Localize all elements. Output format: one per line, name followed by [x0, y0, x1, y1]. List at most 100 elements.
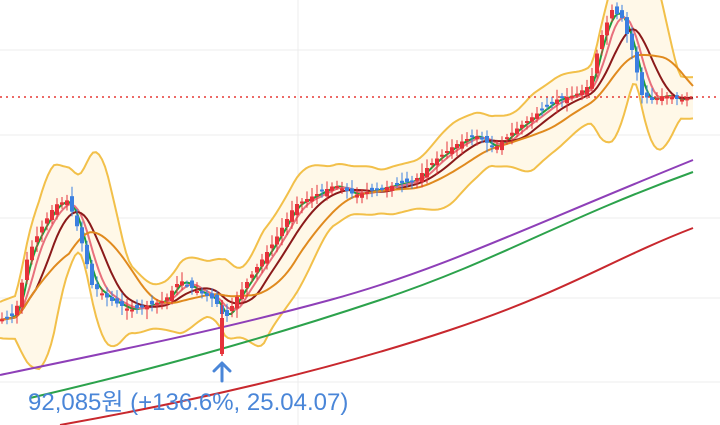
candle-body — [440, 154, 444, 157]
candle-body — [460, 141, 464, 149]
candle-body — [125, 308, 129, 311]
candle-body — [555, 99, 559, 104]
candle-body — [470, 135, 474, 138]
candle-body — [50, 210, 54, 221]
candle-body — [140, 305, 144, 308]
candle-body — [40, 226, 44, 233]
candle-body — [30, 246, 34, 261]
candle-body — [210, 293, 214, 299]
candle-body — [540, 108, 544, 111]
candle-body — [70, 196, 74, 212]
candle-body — [165, 297, 169, 301]
candle-body — [405, 178, 409, 182]
candle-body — [675, 95, 679, 99]
candle-body — [215, 294, 219, 304]
candle-body — [5, 316, 9, 319]
up-arrow-icon — [212, 361, 232, 383]
candle-body — [420, 173, 424, 182]
candle-body — [385, 187, 389, 191]
candle-body — [350, 188, 354, 194]
bollinger-lower-line — [0, 83, 694, 371]
ma120-line — [0, 159, 694, 376]
candle-body — [425, 168, 429, 178]
candle-body — [65, 200, 69, 206]
candle-body — [305, 199, 309, 203]
candle-body — [110, 297, 114, 301]
candle-body — [10, 313, 14, 316]
candle-body — [495, 146, 499, 150]
candle-body — [650, 97, 654, 100]
candle-body — [120, 301, 124, 306]
candle-body — [355, 194, 359, 198]
candle-body — [585, 87, 589, 95]
candle-body — [220, 318, 224, 354]
candle-body — [525, 121, 529, 123]
candle-body — [180, 281, 184, 286]
candle-body — [550, 101, 554, 104]
candle-body — [545, 104, 549, 107]
candle-body — [300, 201, 304, 204]
candle-body — [565, 97, 569, 104]
candle-body — [115, 298, 119, 304]
candle-body — [600, 35, 604, 50]
candle-body — [615, 6, 619, 14]
candle-body — [530, 117, 534, 122]
candle-body — [645, 92, 649, 98]
candle-body — [515, 128, 519, 134]
candle-body — [205, 293, 209, 296]
candle-body — [660, 96, 664, 101]
candle-body — [60, 202, 64, 205]
candle-body — [400, 180, 404, 184]
candle-body — [605, 22, 609, 36]
candle-body — [635, 51, 639, 73]
candle-body — [450, 147, 454, 154]
candle-body — [535, 113, 539, 119]
candle-body — [685, 98, 689, 101]
candle-body — [370, 187, 374, 191]
candle-body — [520, 124, 524, 129]
candle-body — [435, 158, 439, 166]
ma480-line — [59, 227, 694, 425]
candle-body — [185, 284, 189, 287]
low-point-label: 92,085원 (+136.6%, 25.04.07) — [28, 389, 348, 416]
candle-body — [500, 141, 504, 151]
candle-body — [175, 284, 179, 288]
candle-body — [490, 145, 494, 148]
candle-body — [145, 305, 149, 310]
candle-body — [630, 33, 634, 50]
candle-body — [340, 188, 344, 191]
candle-body — [225, 310, 229, 316]
candle-body — [610, 10, 614, 19]
candle-body — [195, 291, 199, 293]
candle-body — [270, 244, 274, 249]
candle-body — [295, 204, 299, 216]
candle-body — [80, 227, 84, 244]
candle-body — [285, 219, 289, 227]
candle-body — [240, 289, 244, 300]
candle-body — [430, 163, 434, 165]
candle-body — [95, 284, 99, 290]
candle-body — [170, 290, 174, 302]
candle-body — [315, 194, 319, 196]
low-point-marker — [212, 361, 232, 383]
candle-body — [640, 72, 644, 95]
candle-body — [310, 196, 314, 202]
ma60-line — [0, 53, 694, 321]
candle-body — [290, 210, 294, 222]
candle-body — [480, 137, 484, 140]
candle-body — [255, 267, 259, 273]
candle-body — [15, 305, 19, 316]
candle-body — [595, 53, 599, 74]
candle-body — [230, 306, 234, 312]
candle-body — [35, 236, 39, 243]
candle-body — [575, 93, 579, 96]
candle-body — [135, 304, 139, 309]
candle-body — [655, 98, 659, 101]
bollinger-upper-line — [0, 0, 694, 303]
candles — [0, 2, 689, 356]
candle-body — [235, 297, 239, 309]
candle-body — [55, 204, 59, 215]
candle-body — [360, 193, 364, 198]
